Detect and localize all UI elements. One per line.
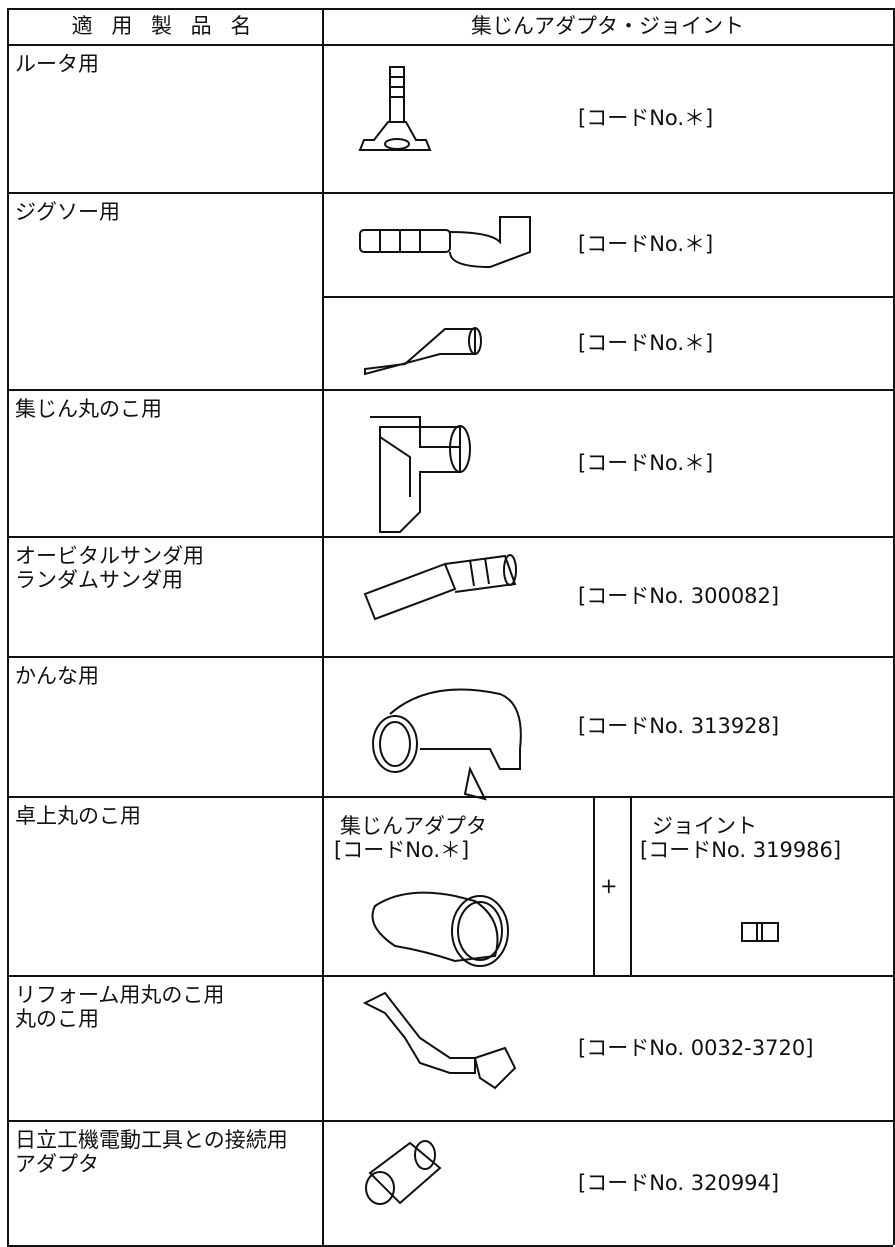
rule bbox=[7, 796, 893, 798]
rule bbox=[593, 796, 595, 975]
product-name: ルータ用 bbox=[15, 52, 99, 76]
illustration bbox=[372, 688, 522, 801]
code-number: [コードNo.＊] bbox=[578, 232, 714, 256]
rule bbox=[7, 656, 893, 658]
rule bbox=[322, 296, 893, 298]
code-number: [コードNo. 313928] bbox=[578, 714, 780, 738]
product-name: リフォーム用丸のこ用 bbox=[15, 983, 225, 1007]
product-name: かんな用 bbox=[15, 664, 99, 688]
product-name: 集じん丸のこ用 bbox=[15, 397, 162, 421]
adapter-code: [コードNo.＊] bbox=[334, 838, 470, 862]
product-name: ジグソー用 bbox=[15, 200, 120, 224]
rule bbox=[7, 8, 9, 1245]
header-cell: 集じんアダプタ・ジョイント bbox=[471, 14, 744, 38]
rule bbox=[893, 8, 895, 1245]
illustration bbox=[371, 891, 509, 967]
illustration bbox=[358, 66, 432, 151]
rule bbox=[7, 192, 893, 194]
code-number: [コードNo.＊] bbox=[578, 106, 714, 130]
illustration bbox=[741, 922, 779, 942]
rule bbox=[630, 796, 632, 975]
rule bbox=[7, 389, 893, 391]
illustration bbox=[362, 991, 517, 1090]
rule bbox=[7, 44, 893, 46]
rule bbox=[7, 536, 893, 538]
rule bbox=[322, 8, 324, 1245]
adapter-label: 集じんアダプタ bbox=[340, 814, 487, 838]
rule bbox=[7, 8, 893, 10]
code-number: [コードNo.＊] bbox=[578, 330, 714, 355]
product-name: 卓上丸のこ用 bbox=[15, 804, 141, 828]
illustration bbox=[370, 416, 471, 533]
rule bbox=[7, 1245, 893, 1247]
product-name: アダプタ bbox=[15, 1152, 99, 1176]
code-number: [コードNo.＊] bbox=[578, 450, 714, 475]
illustration bbox=[359, 216, 531, 269]
product-name: ランダムサンダ用 bbox=[15, 568, 183, 592]
rule bbox=[7, 975, 893, 977]
code-number: [コードNo. 320994] bbox=[578, 1170, 780, 1195]
rule bbox=[7, 1120, 893, 1122]
plus-sign: + bbox=[600, 874, 618, 898]
header-cell: 適 用 製 品 名 bbox=[71, 14, 258, 38]
illustration bbox=[365, 1140, 442, 1205]
product-name: 丸のこ用 bbox=[15, 1007, 99, 1031]
joint-code: [コードNo. 319986] bbox=[640, 838, 842, 862]
code-number: [コードNo. 300082] bbox=[578, 584, 780, 608]
product-name: 日立工機電動工具との接続用 bbox=[15, 1128, 288, 1152]
illustration bbox=[363, 554, 517, 621]
code-number: [コードNo. 0032-3720] bbox=[578, 1035, 814, 1060]
joint-label: ジョイント bbox=[652, 814, 757, 838]
product-name: オービタルサンダ用 bbox=[15, 544, 204, 568]
illustration bbox=[364, 327, 482, 376]
